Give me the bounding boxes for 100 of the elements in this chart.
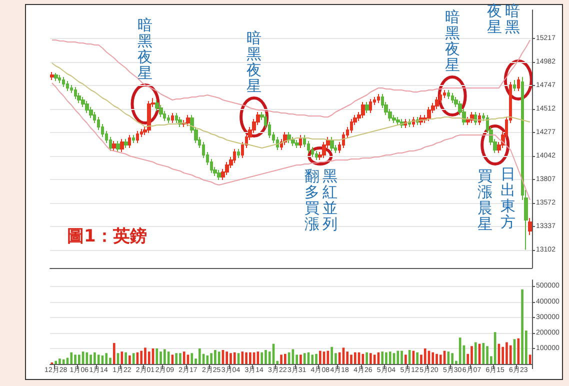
- candlestick: [58, 74, 61, 84]
- bar: [241, 352, 244, 364]
- bar: [451, 353, 454, 364]
- candlestick: [128, 134, 131, 148]
- candlestick: [408, 118, 411, 128]
- candlestick: [186, 114, 190, 126]
- bar: [366, 352, 368, 364]
- candlestick: [330, 136, 334, 152]
- candlestick: [361, 102, 365, 118]
- bar: [517, 338, 520, 364]
- annotation: 買漲晨星: [477, 167, 494, 233]
- candlestick: [517, 76, 520, 92]
- bar: [112, 343, 116, 364]
- bar: [230, 353, 232, 364]
- candlestick: [116, 140, 120, 152]
- bar: [54, 360, 57, 364]
- bar: [190, 353, 194, 364]
- candlestick: [175, 112, 178, 124]
- bar: [175, 353, 178, 364]
- bar: [311, 354, 314, 364]
- annotation: 暗黑夜星: [444, 8, 460, 74]
- bar: [300, 354, 302, 364]
- bar: [506, 342, 508, 364]
- bar: [318, 350, 322, 364]
- candlestick: [295, 140, 299, 148]
- annotation: 翻多買漲: [304, 167, 320, 233]
- annotation: 暗黑夜星: [246, 29, 262, 95]
- bar: [70, 352, 73, 364]
- bar: [160, 352, 162, 364]
- bar: [303, 353, 306, 364]
- candlestick: [50, 72, 54, 80]
- bar: [78, 354, 80, 364]
- bar: [424, 348, 426, 364]
- candlestick: [136, 130, 139, 144]
- annotation: 夜星: [486, 2, 502, 36]
- candlestick: [427, 106, 431, 122]
- bar: [470, 346, 473, 364]
- candlestick: [147, 100, 151, 134]
- bar: [226, 352, 228, 364]
- bar: [370, 353, 372, 364]
- bar: [458, 338, 462, 364]
- bar: [486, 346, 488, 364]
- bar: [233, 352, 236, 364]
- bar: [521, 289, 524, 364]
- bar: [315, 354, 318, 364]
- bar: [214, 350, 216, 364]
- bar: [105, 353, 108, 364]
- bar: [346, 352, 349, 364]
- candlestick: [350, 118, 353, 134]
- bar: [156, 348, 158, 364]
- bar: [90, 354, 92, 364]
- bar: [474, 342, 477, 364]
- bar: [439, 354, 442, 364]
- candlestick: [54, 72, 58, 82]
- bar: [432, 352, 434, 364]
- bar: [388, 352, 392, 364]
- annotation: 日出東方: [500, 165, 516, 231]
- candlestick: [112, 140, 116, 152]
- candlestick: [451, 92, 454, 104]
- annotation: 暗黑: [504, 2, 520, 36]
- candlestick: [74, 86, 77, 100]
- bar: [482, 343, 485, 364]
- bar: [362, 354, 364, 364]
- candlestick: [447, 90, 450, 100]
- candlestick: [365, 102, 369, 114]
- bar: [218, 352, 220, 364]
- candlestick: [377, 94, 380, 104]
- bar: [284, 354, 286, 364]
- bar: [416, 352, 418, 364]
- bar: [124, 352, 127, 364]
- bar: [245, 352, 248, 364]
- candlestick: [396, 116, 400, 126]
- bar: [350, 354, 352, 364]
- annotation: 暗黑夜星: [137, 16, 154, 82]
- candlestick: [474, 112, 477, 126]
- bar: [198, 348, 201, 364]
- candlestick: [62, 76, 65, 88]
- bar: [264, 350, 267, 364]
- bar: [94, 352, 96, 364]
- bar: [144, 348, 146, 364]
- candlestick: [167, 114, 170, 124]
- candlestick: [132, 134, 135, 144]
- candlestick: [171, 112, 174, 124]
- bar: [260, 352, 264, 364]
- bar: [164, 349, 166, 364]
- bar: [74, 354, 76, 364]
- bar: [182, 352, 186, 364]
- text: 圖1：英鎊: [67, 226, 147, 246]
- candlestick: [315, 150, 318, 160]
- candlestick: [237, 148, 240, 158]
- bar: [436, 354, 438, 364]
- bar: [97, 354, 100, 364]
- candlestick: [217, 170, 221, 180]
- candlestick: [299, 134, 302, 148]
- bar: [400, 350, 403, 364]
- bar: [179, 353, 182, 364]
- bar: [62, 359, 65, 364]
- bar: [120, 352, 124, 364]
- candlestick: [66, 80, 69, 92]
- bar: [330, 346, 333, 364]
